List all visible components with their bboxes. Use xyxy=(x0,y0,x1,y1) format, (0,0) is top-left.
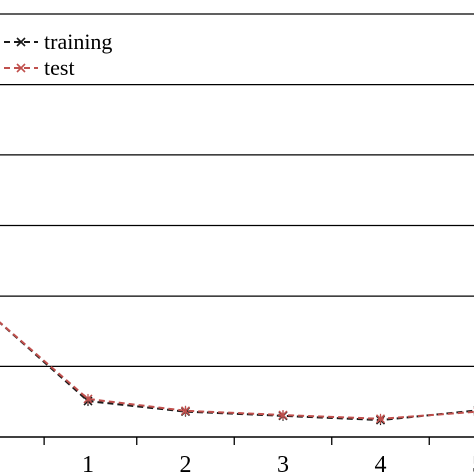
x-tick-label: 2 xyxy=(180,452,192,474)
series-lines xyxy=(0,321,474,426)
legend-marker-test xyxy=(16,63,26,73)
data-point-test xyxy=(278,410,288,421)
data-point-test xyxy=(375,413,386,424)
grid-lines xyxy=(0,13,474,368)
legend-marker-training xyxy=(16,37,26,47)
x-tick-label: 1 xyxy=(82,452,94,474)
data-point-test xyxy=(83,393,93,404)
x-tick-label: 3 xyxy=(277,452,289,474)
x-tick-label: 5 xyxy=(472,452,474,474)
x-tick-label: 4 xyxy=(375,452,387,474)
series-line-training xyxy=(0,321,474,422)
data-point-test xyxy=(180,405,191,416)
x-axis: 1 2 3 4 5 xyxy=(0,436,474,474)
legend-label-training: training xyxy=(44,29,112,54)
legend-label-test: test xyxy=(44,55,75,80)
